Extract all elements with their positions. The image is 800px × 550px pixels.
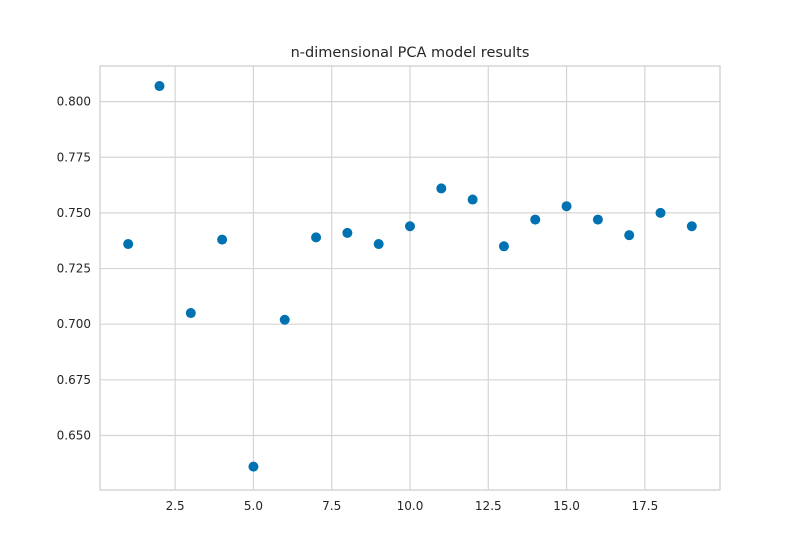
grid-lines — [100, 66, 720, 490]
y-tick-label: 0.650 — [57, 428, 91, 442]
data-point — [154, 81, 165, 92]
y-tick-label: 0.800 — [57, 95, 91, 109]
data-point — [498, 241, 509, 252]
y-axis-ticks: 0.650 0.675 0.700 0.725 0.750 0.775 0.800 — [57, 95, 91, 443]
y-tick-label: 0.725 — [57, 262, 91, 276]
x-tick-label: 12.5 — [475, 499, 502, 513]
y-tick-label: 0.675 — [57, 373, 91, 387]
x-tick-label: 5.0 — [244, 499, 263, 513]
data-point — [373, 239, 384, 250]
data-points — [123, 81, 697, 472]
data-point — [405, 221, 415, 232]
x-tick-label: 2.5 — [166, 499, 185, 513]
data-point — [467, 194, 478, 205]
data-point — [436, 183, 447, 194]
plot-frame — [99, 65, 721, 491]
x-tick-label: 15.0 — [553, 499, 580, 513]
data-point — [655, 207, 666, 218]
y-tick-label: 0.750 — [57, 206, 91, 220]
data-point — [279, 314, 290, 325]
data-point — [624, 230, 635, 241]
data-point — [561, 201, 572, 212]
data-point — [248, 461, 259, 472]
data-point — [123, 239, 134, 250]
data-point — [217, 234, 228, 245]
data-point — [342, 227, 353, 238]
x-tick-label: 7.5 — [322, 499, 341, 513]
y-tick-label: 0.700 — [57, 317, 91, 331]
x-tick-label: 17.5 — [631, 499, 658, 513]
data-point — [185, 308, 196, 319]
x-axis-ticks: 2.5 5.0 7.5 10.0 12.5 15.0 17.5 — [166, 499, 659, 513]
data-point — [686, 221, 697, 232]
data-point — [592, 214, 603, 225]
data-point — [311, 232, 322, 243]
x-tick-label: 10.0 — [397, 499, 424, 513]
data-point — [530, 214, 541, 225]
chart-title: n-dimensional PCA model results — [291, 45, 530, 61]
y-tick-label: 0.775 — [57, 150, 91, 164]
